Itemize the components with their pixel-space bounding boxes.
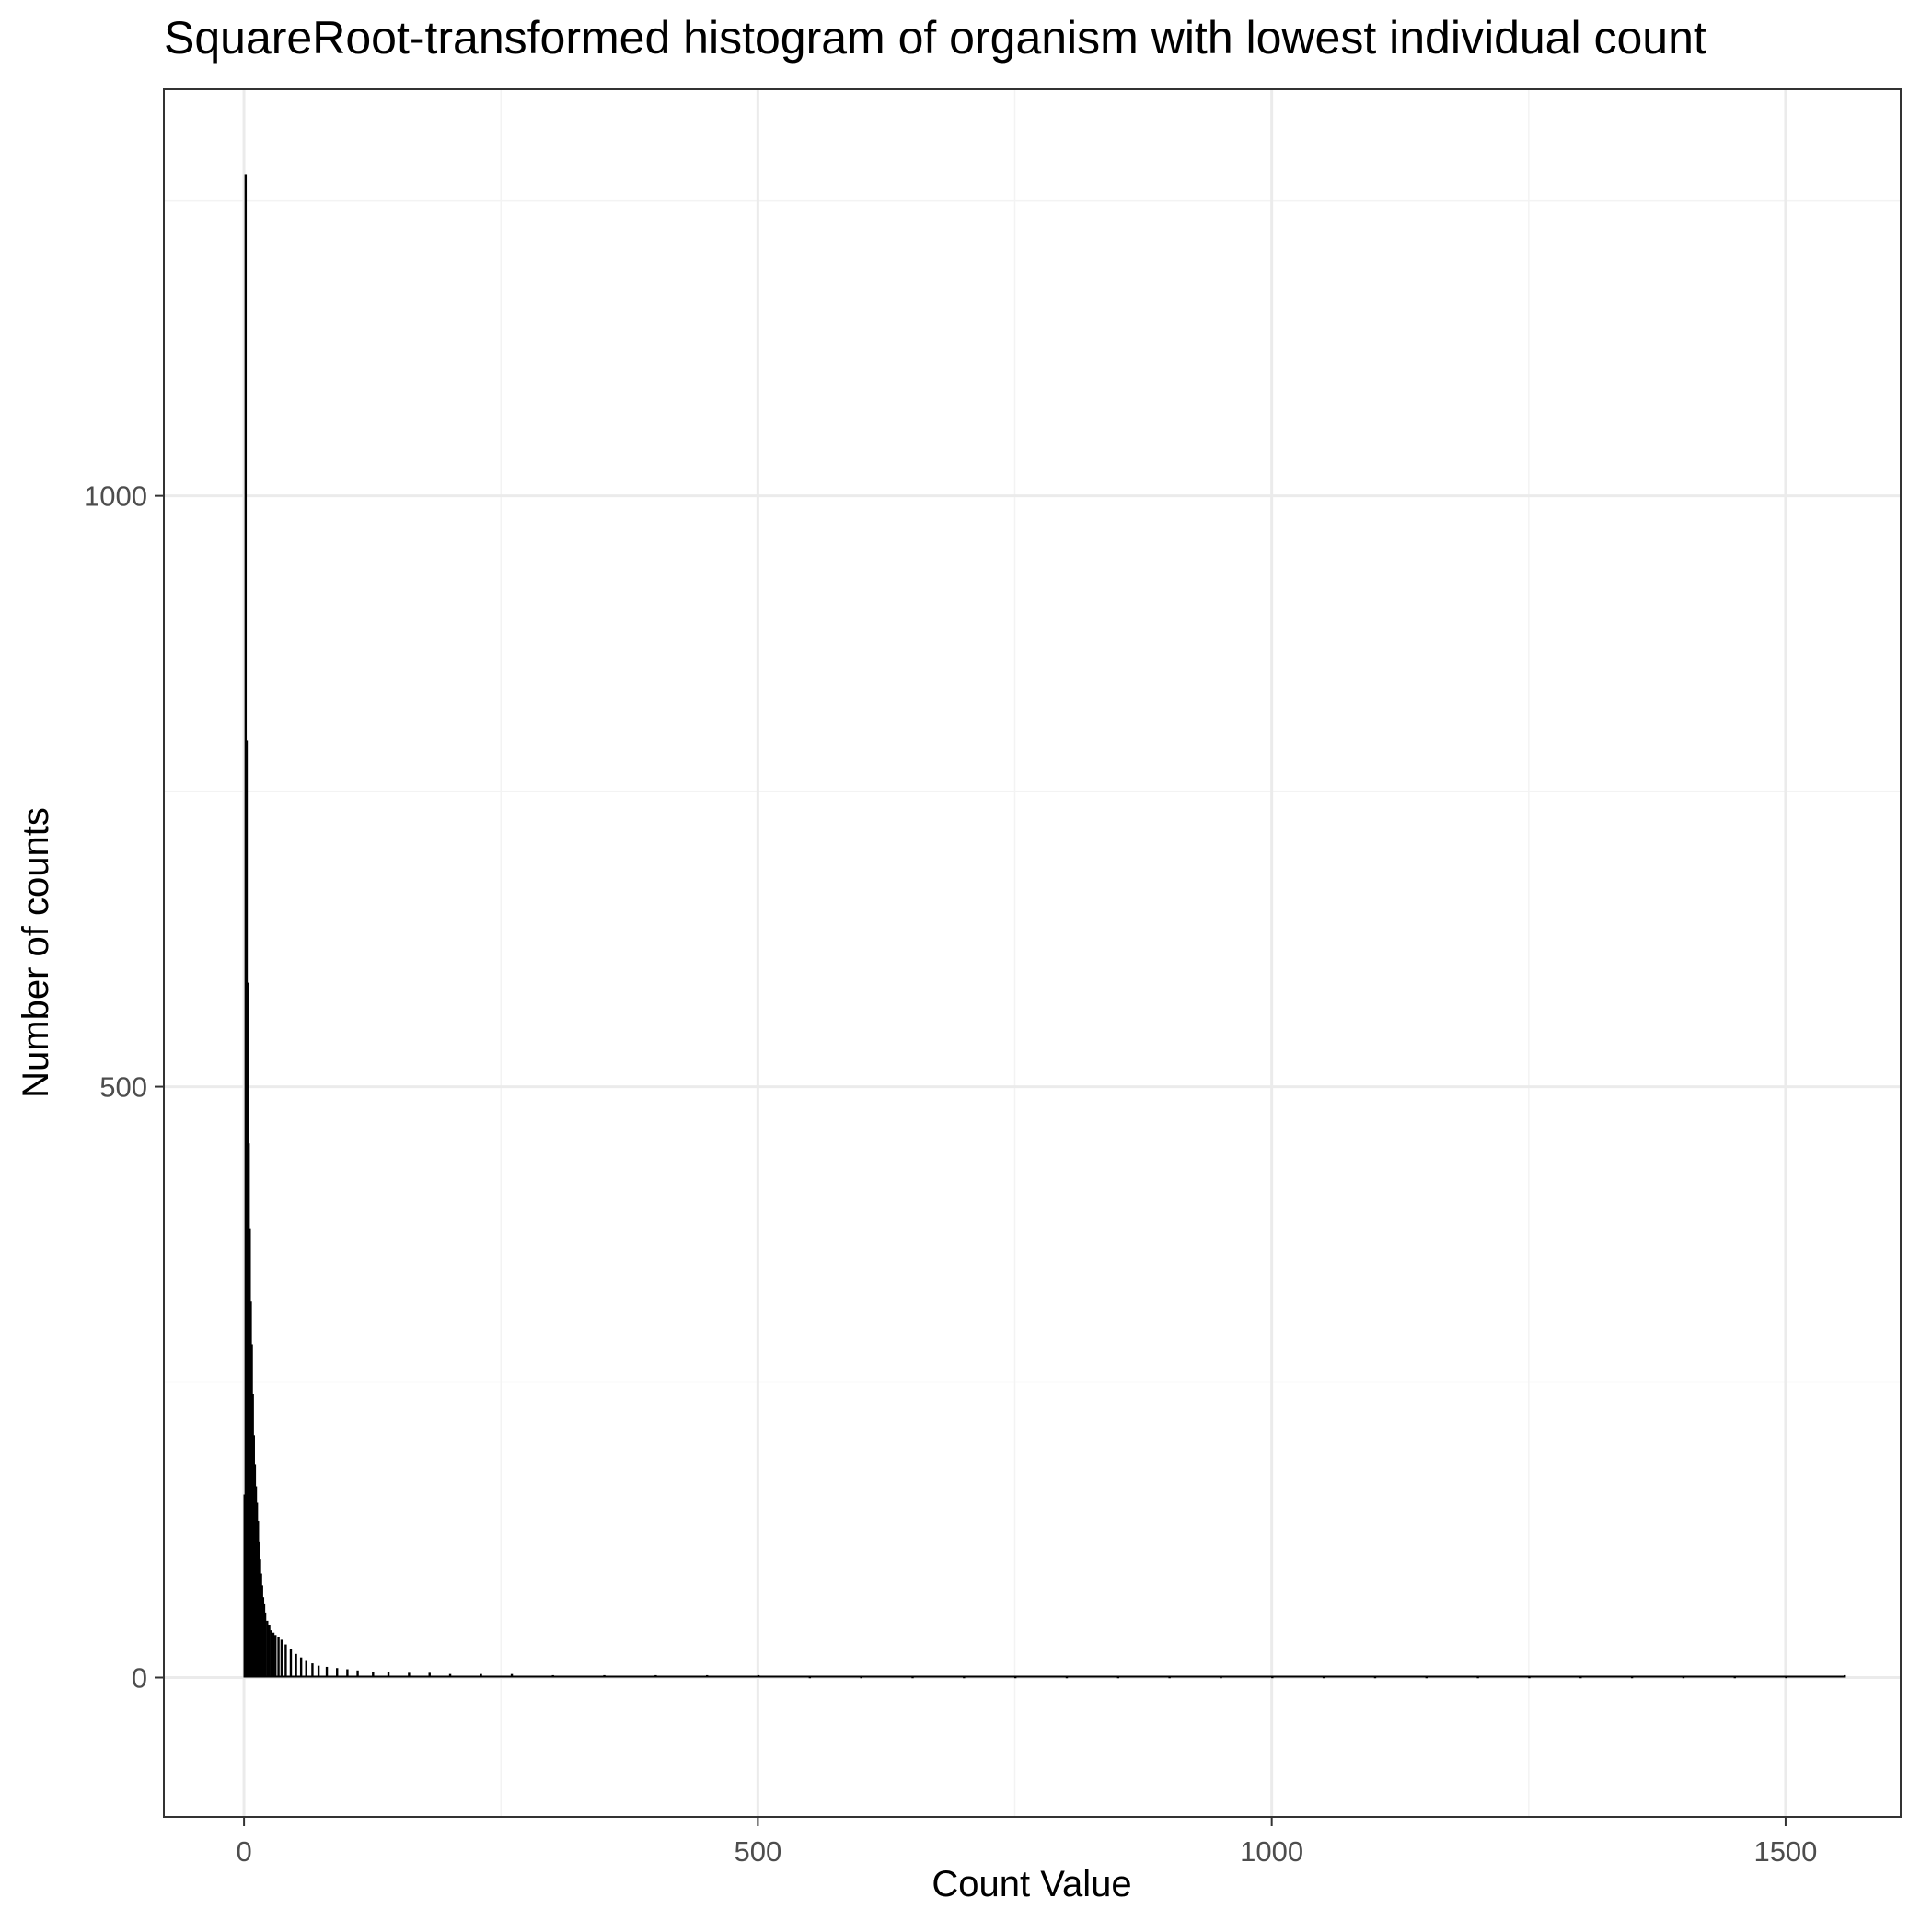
histogram-bars xyxy=(243,174,1846,1679)
histogram-bar xyxy=(346,1669,349,1678)
x-axis: 0 500 1000 1500 xyxy=(236,1817,1817,1868)
histogram-bar xyxy=(277,1637,280,1678)
y-tick-label: 500 xyxy=(99,1071,147,1104)
histogram-bar xyxy=(280,1639,283,1678)
chart-title: SquareRoot-transformed histogram of orga… xyxy=(164,12,1706,64)
histogram-bar xyxy=(428,1672,431,1678)
x-tick-label: 1000 xyxy=(1240,1835,1303,1868)
y-axis-title: Number of counts xyxy=(16,807,56,1098)
histogram-bar xyxy=(1844,1674,1846,1678)
histogram-bar xyxy=(274,1635,277,1678)
histogram-bar xyxy=(317,1665,320,1678)
histogram-bar xyxy=(270,1630,272,1678)
plot-panel-border xyxy=(163,88,1902,1818)
x-tick-label: 1500 xyxy=(1753,1835,1817,1868)
histogram-bar xyxy=(272,1632,275,1678)
histogram-bar xyxy=(263,1612,267,1678)
histogram-bar xyxy=(266,1620,269,1678)
histogram-baseline-bins xyxy=(243,1675,1845,1678)
histogram-bar xyxy=(295,1653,297,1678)
x-tick-label: 500 xyxy=(735,1835,782,1868)
histogram-bar xyxy=(284,1644,287,1678)
histogram-bar xyxy=(372,1672,375,1678)
y-tick-label: 0 xyxy=(132,1662,147,1695)
x-tick-label: 0 xyxy=(236,1835,251,1868)
histogram-bar xyxy=(325,1666,329,1678)
histogram-bar xyxy=(387,1672,390,1678)
histogram-bar xyxy=(289,1649,293,1678)
histogram-bar xyxy=(336,1668,339,1678)
histogram-bar xyxy=(311,1663,314,1678)
grid-lines xyxy=(164,89,1901,1817)
y-tick-label: 1000 xyxy=(84,480,147,513)
histogram-bar xyxy=(356,1670,359,1678)
x-axis-title: Count Value xyxy=(931,1864,1131,1904)
histogram-bar xyxy=(305,1660,307,1678)
histogram-bar xyxy=(268,1625,271,1678)
histogram-bar xyxy=(299,1657,303,1678)
y-axis: 0 500 1000 xyxy=(84,480,164,1695)
histogram-bar xyxy=(408,1672,411,1678)
